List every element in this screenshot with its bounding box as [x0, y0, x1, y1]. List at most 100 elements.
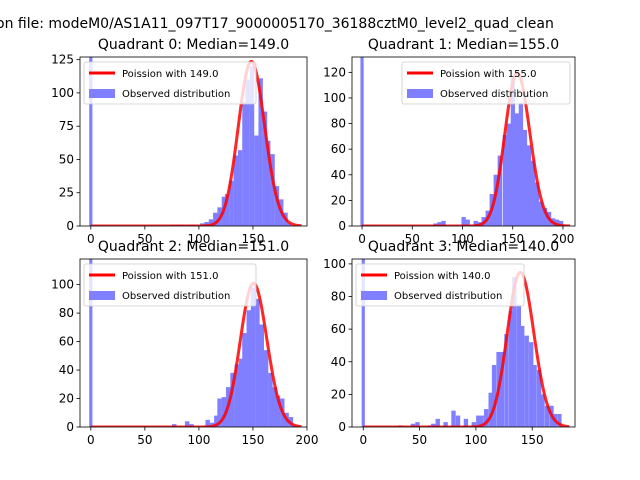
- histogram-bar: [542, 208, 548, 226]
- histogram-bar: [558, 220, 564, 226]
- histogram-bar: [184, 421, 190, 427]
- axes-frame: [351, 258, 576, 428]
- histogram-bar: [538, 201, 544, 226]
- histogram-bar: [204, 222, 209, 226]
- y-tick-label: 100: [51, 86, 74, 100]
- x-tick-label: 0: [358, 232, 366, 246]
- x-tick-label: 100: [451, 232, 474, 246]
- histogram-bar: [524, 335, 529, 427]
- panel-title: Quadrant 2: Median=151.0: [98, 239, 289, 255]
- histogram-bar: [410, 423, 416, 427]
- histogram-bar: [258, 78, 263, 226]
- histogram-bar: [255, 298, 260, 427]
- histogram-bar: [536, 369, 542, 427]
- histogram-bar: [233, 155, 239, 226]
- legend-observed-label: Observed distribution: [122, 89, 230, 100]
- legend-poisson-label: Poission with 151.0: [122, 271, 218, 282]
- histogram-bar: [435, 418, 440, 427]
- legend-poisson-label: Poission with 140.0: [394, 271, 490, 282]
- y-tick-label: 20: [331, 193, 346, 207]
- y-tick-label: 25: [59, 186, 74, 200]
- legend-box: [355, 263, 525, 307]
- x-tick-label: 0: [87, 433, 95, 447]
- histogram-bar: [262, 111, 268, 226]
- histogram-bar: [471, 422, 476, 427]
- axes-frame: [351, 56, 576, 227]
- x-tick-label: 50: [412, 433, 427, 447]
- histogram-bar: [491, 365, 497, 427]
- histogram-bar: [443, 422, 448, 427]
- quadrant-0-panel: 0 50 100 150 0 25 50 75 100 125 Quadrant 0: Median…: [51, 37, 308, 246]
- x-tick-label: 150: [501, 232, 524, 246]
- legend-poisson-label: Poission with 155.0: [440, 69, 536, 80]
- y-tick-label: 20: [331, 387, 346, 401]
- histogram-bar: [465, 219, 470, 226]
- y-tick-label: 80: [331, 290, 346, 304]
- histogram-bar: [526, 145, 532, 226]
- histogram-bar: [224, 194, 230, 226]
- histogram-bar: [274, 186, 280, 226]
- histogram-bar: [479, 415, 484, 427]
- panel-title: Quadrant 3: Median=140.0: [368, 239, 559, 255]
- y-tick-label: 80: [331, 117, 346, 131]
- histogram-bar-zero: [360, 57, 364, 226]
- histogram-bar: [437, 222, 442, 226]
- legend-box: [83, 263, 257, 307]
- histogram-bar: [214, 415, 219, 427]
- y-tick-label: 40: [59, 363, 74, 377]
- histogram-bar: [473, 220, 478, 226]
- histogram-bar: [488, 392, 493, 427]
- histogram-bar: [499, 351, 505, 427]
- histogram-bar: [451, 410, 456, 427]
- histogram-bar: [512, 276, 517, 427]
- histogram-bar: [268, 372, 273, 427]
- y-tick-label: 0: [338, 420, 346, 434]
- figure-suptitle: on file: modeM0/AS1A11_097T17_9000005170…: [0, 16, 554, 32]
- panel-title: Quadrant 1: Median=155.0: [368, 37, 559, 53]
- histogram-bar: [249, 66, 255, 226]
- histogram-bar: [286, 223, 291, 226]
- histogram-bar: [463, 418, 469, 427]
- histogram-bar: [540, 394, 545, 427]
- histogram-bar: [554, 219, 560, 226]
- legend-bar-swatch: [407, 89, 433, 98]
- legend-bar-swatch: [89, 291, 115, 300]
- histogram-bar: [263, 350, 269, 427]
- histogram-bar: [270, 154, 275, 226]
- histogram-bar: [266, 140, 271, 226]
- histogram-bar: [254, 135, 259, 226]
- histogram-bar: [520, 325, 525, 427]
- histogram-bar: [245, 79, 250, 226]
- x-tick-label: 50: [137, 433, 152, 447]
- x-tick-label: 100: [464, 433, 487, 447]
- histogram-bar: [250, 287, 256, 427]
- histogram-bar: [415, 422, 420, 427]
- panel-title: Quadrant 0: Median=149.0: [98, 37, 289, 53]
- legend-box: [401, 61, 571, 105]
- y-tick-label: 100: [323, 257, 346, 271]
- axes-frame: [79, 258, 308, 428]
- histogram-bar: [461, 217, 466, 226]
- histogram-bar: [455, 415, 461, 427]
- y-tick-label: 60: [331, 142, 346, 156]
- histogram-bar: [221, 397, 227, 427]
- x-tick-label: 200: [551, 232, 574, 246]
- quadrant-1-panel: 0 50 100 150 200 0 20 40 60 80 100 120 Quadrant 1: M…: [323, 37, 576, 246]
- histogram-bar: [205, 419, 210, 427]
- histogram-bar: [234, 364, 240, 427]
- histogram-bar: [238, 358, 244, 427]
- histogram-bar: [213, 212, 218, 226]
- histogram-bar: [431, 423, 436, 427]
- histogram-bar: [242, 333, 247, 427]
- x-tick-label: 200: [296, 433, 319, 447]
- legend-observed-label: Observed distribution: [440, 89, 548, 100]
- histogram-bar: [532, 365, 537, 427]
- histogram-bar: [441, 220, 446, 226]
- histogram-bar: [544, 405, 550, 427]
- x-tick-label: 150: [521, 433, 544, 447]
- y-tick-label: 75: [59, 119, 74, 133]
- histogram-bar: [518, 103, 524, 226]
- histogram-bar: [246, 310, 252, 427]
- y-tick-label: 100: [51, 278, 74, 292]
- histogram-bar: [242, 102, 247, 226]
